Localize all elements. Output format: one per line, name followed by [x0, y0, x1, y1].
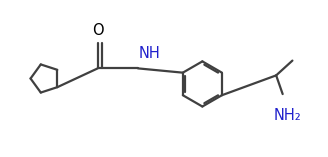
Text: NH₂: NH₂ — [274, 108, 301, 123]
Text: NH: NH — [139, 46, 160, 61]
Text: O: O — [92, 23, 104, 38]
